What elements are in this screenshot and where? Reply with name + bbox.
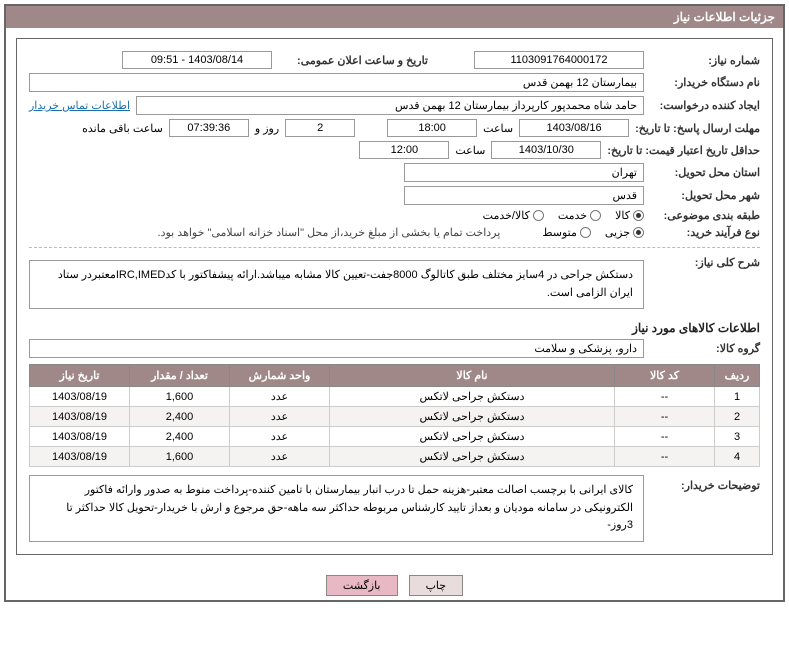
panel-title: جزئیات اطلاعات نیاز xyxy=(6,6,783,28)
field-resp-time: 18:00 xyxy=(387,119,477,137)
label-purchase-type: نوع فرآیند خرید: xyxy=(650,226,760,239)
field-requester: حامد شاه محمدپور کارپرداز بیمارستان 12 ب… xyxy=(136,96,644,115)
field-city: قدس xyxy=(404,186,644,205)
radio-kala-khedmat[interactable]: کالا/خدمت xyxy=(483,209,544,222)
items-table: ردیف کد کالا نام کالا واحد شمارش تعداد /… xyxy=(29,364,760,467)
label-remaining: ساعت باقی مانده xyxy=(82,122,163,135)
payment-note: پرداخت تمام یا بخشی از مبلغ خرید،از محل … xyxy=(158,226,507,239)
link-contact-buyer[interactable]: اطلاعات تماس خریدار xyxy=(29,99,130,112)
field-resp-date: 1403/08/16 xyxy=(519,119,629,137)
label-buyer-notes: توضیحات خریدار: xyxy=(650,475,760,492)
label-goods-group: گروه کالا: xyxy=(650,342,760,355)
label-buyer-org: نام دستگاه خریدار: xyxy=(650,76,760,89)
radio-group-topic: کالا خدمت کالا/خدمت xyxy=(483,209,644,222)
field-remain-days: 2 xyxy=(285,119,355,137)
table-row: 4--دستکش جراحی لاتکسعدد1,6001403/08/19 xyxy=(30,447,760,467)
field-buyer-notes: کالای ایرانی با برچسب اصالت معتبر-هزینه … xyxy=(29,475,644,542)
radio-khedmat[interactable]: خدمت xyxy=(558,209,601,222)
section-items-title: اطلاعات کالاهای مورد نیاز xyxy=(29,321,760,335)
label-announce: تاریخ و ساعت اعلان عمومی: xyxy=(278,54,428,67)
radio-group-purchase: جزیی متوسط xyxy=(542,226,644,239)
field-goods-group: دارو، پزشکی و سلامت xyxy=(29,339,644,358)
label-topic-class: طبقه بندی موضوعی: xyxy=(650,209,760,222)
th-qty: تعداد / مقدار xyxy=(130,365,230,387)
field-province: تهران xyxy=(404,163,644,182)
table-row: 1--دستکش جراحی لاتکسعدد1,6001403/08/19 xyxy=(30,387,760,407)
back-button[interactable]: بازگشت xyxy=(326,575,398,596)
label-requester: ایجاد کننده درخواست: xyxy=(650,99,760,112)
table-row: 3--دستکش جراحی لاتکسعدد2,4001403/08/19 xyxy=(30,427,760,447)
th-date: تاریخ نیاز xyxy=(30,365,130,387)
th-code: کد کالا xyxy=(615,365,715,387)
table-row: 2--دستکش جراحی لاتکسعدد2,4001403/08/19 xyxy=(30,407,760,427)
radio-motavasset[interactable]: متوسط xyxy=(542,226,591,239)
label-general-desc: شرح کلی نیاز: xyxy=(650,256,760,269)
radio-kala[interactable]: کالا xyxy=(615,209,644,222)
label-saat-2: ساعت xyxy=(455,144,485,157)
label-price-validity: حداقل تاریخ اعتبار قیمت: تا تاریخ: xyxy=(607,144,760,157)
field-announce: 1403/08/14 - 09:51 xyxy=(122,51,272,69)
radio-jozei[interactable]: جزیی xyxy=(605,226,644,239)
field-price-date: 1403/10/30 xyxy=(491,141,601,159)
label-province: استان محل تحویل: xyxy=(650,166,760,179)
field-remain-time: 07:39:36 xyxy=(169,119,249,137)
label-need-no: شماره نیاز: xyxy=(650,54,760,67)
th-name: نام کالا xyxy=(330,365,615,387)
field-price-time: 12:00 xyxy=(359,141,449,159)
label-saat-1: ساعت xyxy=(483,122,513,135)
field-buyer-org: بیمارستان 12 بهمن قدس xyxy=(29,73,644,92)
field-need-no: 1103091764000172 xyxy=(474,51,644,69)
th-row: ردیف xyxy=(715,365,760,387)
th-unit: واحد شمارش xyxy=(230,365,330,387)
field-general-desc: دستکش جراحی در 4سایز مختلف طبق کاتالوگ 8… xyxy=(29,260,644,309)
label-city: شهر محل تحویل: xyxy=(650,189,760,202)
print-button[interactable]: چاپ xyxy=(409,575,464,596)
label-response-deadline: مهلت ارسال پاسخ: تا تاریخ: xyxy=(635,122,760,135)
label-rooz-va: روز و xyxy=(255,122,279,135)
